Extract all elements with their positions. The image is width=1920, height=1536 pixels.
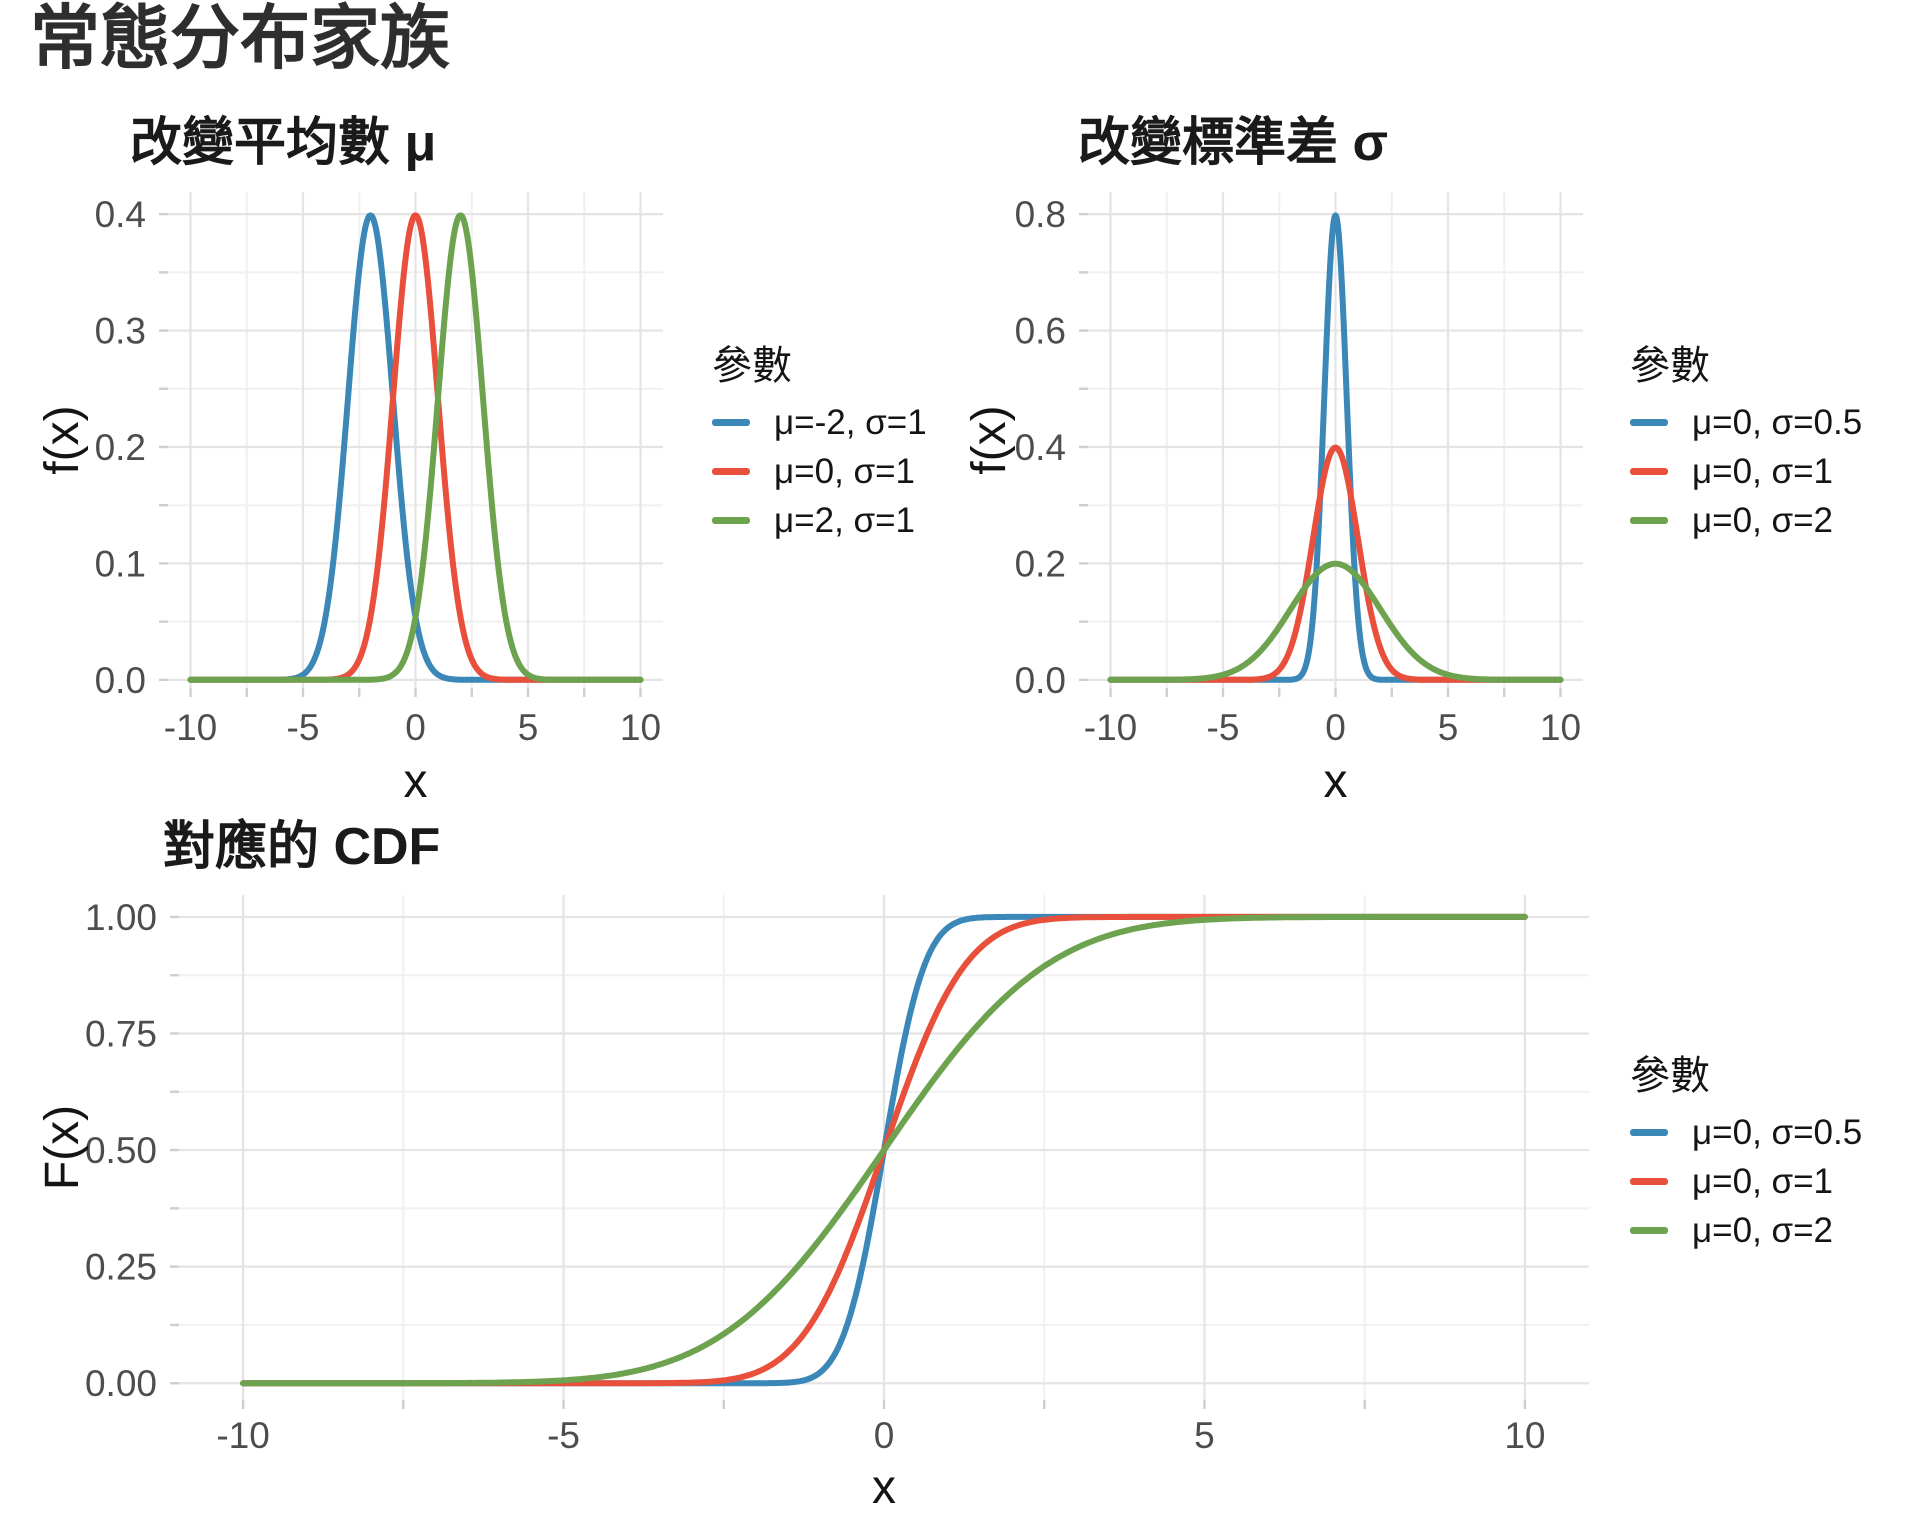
x-tick-label: 0: [1325, 707, 1346, 748]
chart-pdf-mean: -10 -5 0 5 10 0.0 0.1 0.2 0.3 0.4 x f(x): [36, 192, 663, 808]
y-axis-title: f(x): [963, 405, 1016, 474]
y-tick-label: 0.6: [1015, 311, 1066, 352]
y-tick-label: 1.00: [85, 897, 157, 938]
legend-line-swatch-green: [712, 517, 750, 524]
x-axis-title: x: [1324, 755, 1348, 808]
y-tick-label: 0.2: [1015, 543, 1066, 584]
legend-line-swatch-red: [712, 468, 750, 475]
legend-label: μ=0, σ=0.5: [1692, 1112, 1863, 1152]
legend-label: μ=0, σ=1: [1692, 451, 1834, 491]
x-tick-label: 0: [405, 707, 426, 748]
legend-item: μ=0, σ=0.5: [1630, 398, 1862, 447]
y-tick-label: 0.00: [85, 1363, 157, 1404]
x-tick-label: -10: [164, 707, 217, 748]
x-tick-label: 0: [874, 1415, 895, 1456]
x-tick-label: 10: [620, 707, 661, 748]
x-tick-label: -5: [287, 707, 320, 748]
x-axis-title: x: [404, 755, 428, 808]
legend-pdf-sd: 參數 μ=0, σ=0.5 μ=0, σ=1 μ=0, σ=2: [1630, 344, 1862, 545]
y-tick-label: 0.4: [1015, 427, 1066, 468]
legend-label: μ=2, σ=1: [774, 500, 916, 540]
x-tick-label: -5: [1207, 707, 1240, 748]
legend-line-swatch-red: [1630, 468, 1668, 475]
legend-item: μ=2, σ=1: [712, 496, 927, 545]
legend-line-swatch-green: [1630, 517, 1668, 524]
legend-title: 參數: [712, 344, 792, 388]
curve-series-2: [187, 212, 644, 683]
legend-line-swatch-green: [1630, 1227, 1668, 1234]
legend-label: μ=0, σ=0.5: [1692, 402, 1863, 442]
y-tick-label: 0.75: [85, 1013, 157, 1054]
x-tick-label: 5: [518, 707, 539, 748]
legend-cdf: 參數 μ=0, σ=0.5 μ=0, σ=1 μ=0, σ=2: [1630, 1054, 1862, 1255]
legend-item: μ=0, σ=0.5: [1630, 1108, 1862, 1157]
legend-label: μ=0, σ=1: [774, 451, 916, 491]
x-tick-label: -10: [1084, 707, 1137, 748]
chart-cdf: -10 -5 0 5 10 0.00 0.25 0.50 0.75 1.00 x F(x): [36, 895, 1589, 1514]
legend-label: μ=0, σ=2: [1692, 1210, 1834, 1250]
y-tick-label: 0.2: [95, 427, 146, 468]
y-tick-label: 0.3: [95, 311, 146, 352]
x-tick-label: -10: [216, 1415, 269, 1456]
x-tick-label: 10: [1504, 1415, 1545, 1456]
x-tick-label: 5: [1194, 1415, 1215, 1456]
legend-item: μ=0, σ=2: [1630, 496, 1862, 545]
legend-label: μ=-2, σ=1: [774, 402, 927, 442]
chart-pdf-sd: -10 -5 0 5 10 0.0 0.2 0.4 0.6 0.8 x f(x): [963, 192, 1583, 808]
figure-title: 常態分布家族: [30, 0, 450, 77]
legend-line-swatch-blue: [712, 419, 750, 426]
x-tick-label: 10: [1540, 707, 1581, 748]
legend-title: 參數: [1630, 344, 1710, 388]
legend-line-swatch-red: [1630, 1178, 1668, 1185]
legend-item: μ=0, σ=1: [1630, 447, 1862, 496]
y-axis-title: F(x): [36, 1105, 89, 1190]
chart-cdf-title: 對應的 CDF: [163, 818, 441, 876]
y-tick-label: 0.0: [1015, 660, 1066, 701]
legend-item: μ=0, σ=1: [1630, 1157, 1862, 1206]
y-tick-label: 0.50: [85, 1130, 157, 1171]
legend-item: μ=0, σ=1: [712, 447, 927, 496]
y-tick-label: 0.4: [95, 194, 146, 235]
x-tick-label: -5: [547, 1415, 580, 1456]
legend-label: μ=0, σ=2: [1692, 500, 1834, 540]
chart-pdf-sd-title: 改變標準差 σ: [1078, 114, 1389, 172]
legend-item: μ=0, σ=2: [1630, 1206, 1862, 1255]
legend-label: μ=0, σ=1: [1692, 1161, 1834, 1201]
curve-series-2: [240, 913, 1528, 1387]
y-tick-label: 0.0: [95, 660, 146, 701]
y-axis-title: f(x): [36, 405, 89, 474]
x-axis-title: x: [872, 1461, 896, 1514]
legend-item: μ=-2, σ=1: [712, 398, 927, 447]
legend-title: 參數: [1630, 1054, 1710, 1098]
y-tick-label: 0.8: [1015, 194, 1066, 235]
y-tick-label: 0.1: [95, 543, 146, 584]
x-tick-label: 5: [1438, 707, 1459, 748]
legend-pdf-mean: 參數 μ=-2, σ=1 μ=0, σ=1 μ=2, σ=1: [712, 344, 927, 545]
curve-series-2: [1107, 560, 1564, 683]
chart-pdf-mean-title: 改變平均數 μ: [130, 114, 437, 172]
legend-line-swatch-blue: [1630, 419, 1668, 426]
y-tick-label: 0.25: [85, 1247, 157, 1288]
legend-line-swatch-blue: [1630, 1129, 1668, 1136]
